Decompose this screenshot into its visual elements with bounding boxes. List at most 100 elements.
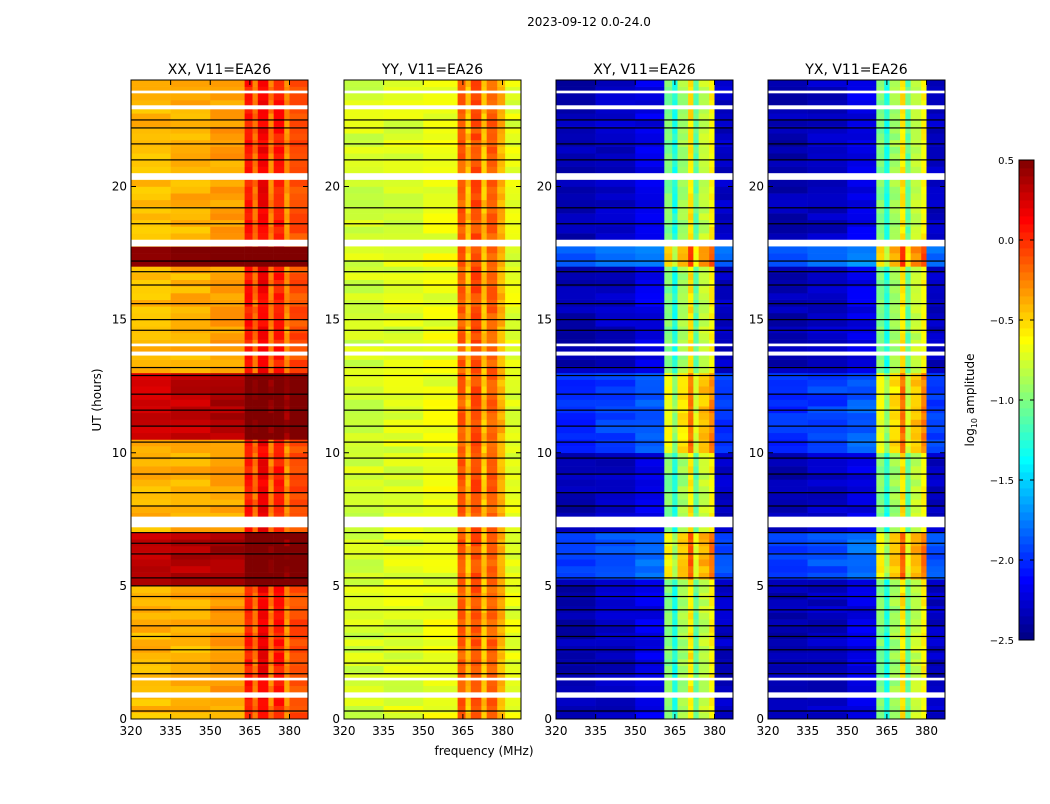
heatmap-cell bbox=[257, 133, 269, 141]
x-tick-label: 380 bbox=[278, 724, 301, 738]
heatmap-cell bbox=[465, 246, 472, 254]
heatmap-cell bbox=[481, 685, 487, 693]
heatmap-cell bbox=[423, 679, 458, 687]
heatmap-cell bbox=[698, 585, 710, 593]
heatmap-cell bbox=[900, 119, 906, 127]
heatmap-cell bbox=[244, 699, 253, 706]
heatmap-cell bbox=[556, 106, 596, 114]
heatmap-cell bbox=[273, 612, 285, 620]
flag-line bbox=[556, 409, 733, 411]
heatmap-cell bbox=[768, 619, 808, 627]
heatmap-cell bbox=[635, 619, 665, 627]
heatmap-cell bbox=[268, 712, 274, 720]
heatmap-cell bbox=[635, 552, 665, 560]
heatmap-cell bbox=[876, 685, 885, 693]
heatmap-cell bbox=[672, 193, 678, 201]
heatmap-cell bbox=[884, 186, 890, 194]
heatmap-cell bbox=[905, 579, 911, 587]
heatmap-cell bbox=[170, 672, 211, 680]
heatmap-cell bbox=[768, 133, 808, 141]
heatmap-cell bbox=[273, 705, 285, 713]
heatmap-cell bbox=[876, 665, 885, 673]
heatmap-cell bbox=[244, 273, 253, 280]
heatmap-cell bbox=[457, 392, 466, 400]
heatmap-cell bbox=[131, 619, 171, 627]
heatmap-cell bbox=[847, 472, 877, 480]
heatmap-cell bbox=[210, 366, 245, 374]
heatmap-cell bbox=[688, 226, 694, 234]
heatmap-cell bbox=[884, 113, 890, 121]
heatmap-cell bbox=[273, 625, 285, 633]
heatmap-cell bbox=[672, 512, 678, 520]
heatmap-cell bbox=[635, 113, 665, 121]
heatmap-cell bbox=[344, 492, 384, 500]
heatmap-cell bbox=[709, 585, 715, 593]
heatmap-cell bbox=[688, 639, 694, 647]
heatmap-cell bbox=[664, 499, 673, 507]
heatmap-cell bbox=[244, 179, 253, 187]
heatmap-cell bbox=[284, 246, 290, 254]
heatmap-cell bbox=[210, 233, 245, 241]
heatmap-cell bbox=[926, 512, 946, 520]
heatmap-cell bbox=[505, 159, 522, 167]
heatmap-cell bbox=[847, 452, 877, 460]
heatmap-cell bbox=[688, 439, 694, 447]
heatmap-cell bbox=[905, 525, 911, 533]
heatmap-cell bbox=[131, 639, 171, 647]
heatmap-cell bbox=[807, 159, 848, 167]
heatmap-cell bbox=[505, 559, 522, 567]
heatmap-cell bbox=[921, 619, 927, 627]
heatmap-cell bbox=[768, 286, 808, 294]
heatmap-cell bbox=[921, 399, 927, 407]
heatmap-cell bbox=[344, 679, 384, 687]
heatmap-cell bbox=[423, 705, 458, 713]
heatmap-cell bbox=[273, 126, 285, 134]
heatmap-cell bbox=[289, 399, 309, 407]
heatmap-cell bbox=[268, 399, 274, 407]
heatmap-cell bbox=[677, 80, 689, 87]
heatmap-cell bbox=[273, 679, 285, 687]
heatmap-cell bbox=[672, 319, 678, 327]
flag-line bbox=[131, 457, 308, 459]
heatmap-cell bbox=[556, 159, 596, 167]
heatmap-cell bbox=[423, 246, 458, 254]
heatmap-cell bbox=[273, 206, 285, 214]
heatmap-cell bbox=[921, 93, 927, 101]
heatmap-cell bbox=[921, 545, 927, 553]
heatmap-cell bbox=[497, 106, 506, 114]
heatmap-cell bbox=[252, 93, 259, 101]
heatmap-cell bbox=[470, 366, 482, 374]
heatmap-cell bbox=[714, 572, 734, 580]
heatmap-cell bbox=[926, 619, 946, 627]
heatmap-cell bbox=[497, 186, 506, 194]
heatmap-cell bbox=[889, 619, 901, 627]
heatmap-cell bbox=[698, 379, 710, 387]
heatmap-cell bbox=[847, 479, 877, 487]
heatmap-cell bbox=[423, 486, 458, 493]
heatmap-cell bbox=[244, 359, 253, 367]
heatmap-cell bbox=[698, 306, 710, 314]
flag-line bbox=[344, 127, 521, 129]
x-tick-label: 320 bbox=[120, 724, 143, 738]
heatmap-cell bbox=[876, 253, 885, 261]
heatmap-cell bbox=[876, 226, 885, 234]
heatmap-cell bbox=[807, 293, 848, 300]
heatmap-cell bbox=[847, 246, 877, 254]
heatmap-cell bbox=[926, 166, 946, 174]
heatmap-cell bbox=[900, 246, 906, 254]
heatmap-cell bbox=[465, 599, 472, 607]
heatmap-cell bbox=[672, 179, 678, 187]
heatmap-cell bbox=[131, 506, 171, 513]
heatmap-cell bbox=[505, 612, 522, 620]
heatmap-cell bbox=[465, 306, 472, 314]
heatmap-cell bbox=[595, 459, 636, 467]
colorbar-segment bbox=[1019, 488, 1034, 497]
heatmap-cell bbox=[595, 665, 636, 673]
heatmap-cell bbox=[257, 386, 269, 394]
heatmap-cell bbox=[910, 273, 922, 280]
heatmap-cell bbox=[505, 93, 522, 101]
heatmap-cell bbox=[481, 479, 487, 487]
heatmap-cell bbox=[768, 339, 808, 347]
heatmap-cell bbox=[457, 599, 466, 607]
heatmap-cell bbox=[595, 506, 636, 513]
